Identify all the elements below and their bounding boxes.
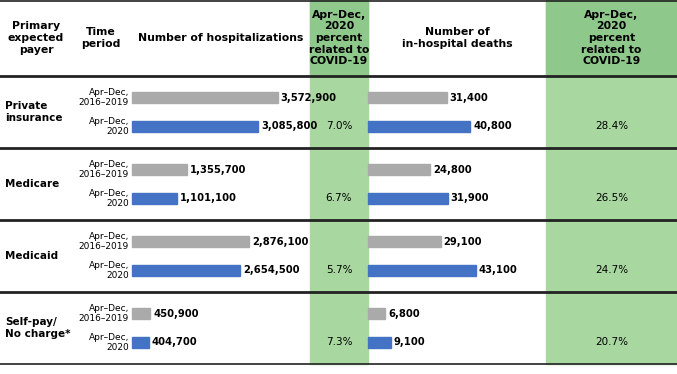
- Text: 2,876,100: 2,876,100: [253, 237, 309, 246]
- Text: 31,900: 31,900: [451, 193, 489, 203]
- Text: 29,100: 29,100: [443, 237, 482, 246]
- Bar: [368, 308, 385, 319]
- Text: Apr–Dec,
2016–2019: Apr–Dec, 2016–2019: [79, 160, 129, 179]
- Text: Number of
in-hospital deaths: Number of in-hospital deaths: [401, 27, 512, 49]
- Text: Medicaid: Medicaid: [5, 251, 58, 261]
- Bar: [546, 0, 677, 364]
- Text: 40,800: 40,800: [473, 122, 512, 131]
- Text: 7.0%: 7.0%: [326, 122, 352, 131]
- Bar: [132, 193, 177, 204]
- Bar: [368, 265, 476, 276]
- Text: Apr–Dec,
2020: Apr–Dec, 2020: [89, 333, 129, 352]
- Text: Apr–Dec,
2016–2019: Apr–Dec, 2016–2019: [79, 88, 129, 107]
- Text: Number of hospitalizations: Number of hospitalizations: [138, 33, 304, 43]
- Bar: [132, 164, 188, 175]
- Bar: [132, 265, 240, 276]
- Text: 20.7%: 20.7%: [595, 337, 628, 347]
- Bar: [310, 0, 368, 76]
- Text: 2,654,500: 2,654,500: [243, 266, 300, 275]
- Bar: [368, 121, 470, 132]
- Text: Apr–Dec,
2020: Apr–Dec, 2020: [89, 189, 129, 208]
- Bar: [310, 0, 368, 364]
- Bar: [368, 164, 430, 175]
- Text: Apr–Dec,
2020
percent
related to
COVID-19: Apr–Dec, 2020 percent related to COVID-1…: [582, 10, 642, 66]
- Bar: [132, 337, 148, 348]
- Bar: [368, 193, 447, 204]
- Text: 43,100: 43,100: [479, 266, 517, 275]
- Text: 26.5%: 26.5%: [595, 193, 628, 203]
- Text: 3,085,800: 3,085,800: [261, 122, 317, 131]
- Text: Primary
expected
payer: Primary expected payer: [8, 21, 64, 55]
- Text: 24.7%: 24.7%: [595, 266, 628, 275]
- Text: 28.4%: 28.4%: [595, 122, 628, 131]
- Text: 1,355,700: 1,355,700: [190, 165, 246, 175]
- Bar: [546, 0, 677, 76]
- Text: Time
period: Time period: [81, 27, 121, 49]
- Bar: [132, 121, 258, 132]
- Text: Apr–Dec,
2016–2019: Apr–Dec, 2016–2019: [79, 304, 129, 323]
- Text: 3,572,900: 3,572,900: [281, 93, 336, 102]
- Text: 5.7%: 5.7%: [326, 266, 352, 275]
- Bar: [368, 337, 391, 348]
- Text: 24,800: 24,800: [433, 165, 472, 175]
- Bar: [368, 92, 447, 103]
- Text: Apr–Dec,
2020: Apr–Dec, 2020: [89, 261, 129, 280]
- Bar: [132, 308, 150, 319]
- Text: Medicare: Medicare: [5, 179, 60, 189]
- Text: 450,900: 450,900: [154, 309, 199, 319]
- Text: Apr–Dec,
2016–2019: Apr–Dec, 2016–2019: [79, 232, 129, 251]
- Bar: [368, 236, 441, 247]
- Text: Private
insurance: Private insurance: [5, 101, 62, 123]
- Text: 31,400: 31,400: [450, 93, 488, 102]
- Text: 6.7%: 6.7%: [326, 193, 352, 203]
- Bar: [132, 236, 249, 247]
- Text: 9,100: 9,100: [394, 337, 425, 347]
- Text: Self-pay/
No charge*: Self-pay/ No charge*: [5, 317, 70, 339]
- Text: 404,700: 404,700: [152, 337, 197, 347]
- Text: Apr–Dec,
2020: Apr–Dec, 2020: [89, 117, 129, 136]
- Text: 6,800: 6,800: [388, 309, 420, 319]
- Text: 7.3%: 7.3%: [326, 337, 352, 347]
- Text: 1,101,100: 1,101,100: [180, 193, 237, 203]
- Text: Apr–Dec,
2020
percent
related to
COVID-19: Apr–Dec, 2020 percent related to COVID-1…: [309, 10, 369, 66]
- Bar: [132, 92, 278, 103]
